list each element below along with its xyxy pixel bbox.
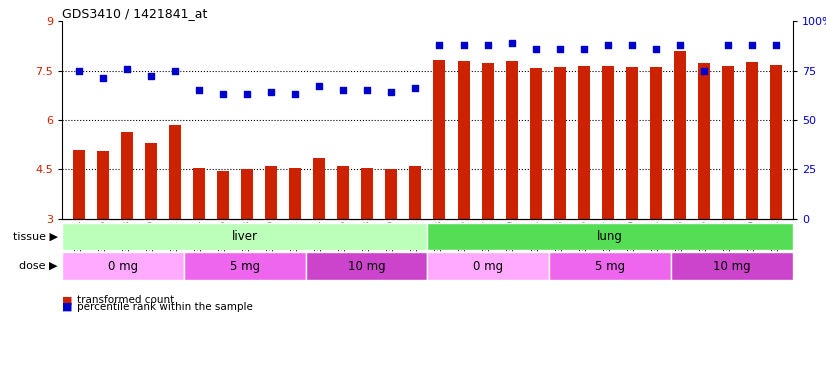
Point — [770, 42, 783, 48]
Text: dose ▶: dose ▶ — [19, 261, 58, 271]
Bar — [722, 66, 734, 219]
Text: GDS3410 / 1421841_at: GDS3410 / 1421841_at — [62, 7, 207, 20]
Bar — [506, 61, 518, 219]
Bar — [674, 51, 686, 219]
Bar — [62, 223, 428, 250]
Bar — [428, 252, 549, 280]
Bar — [121, 132, 133, 219]
Bar — [306, 252, 428, 280]
Point — [553, 46, 567, 52]
Bar — [746, 62, 758, 219]
Point — [625, 42, 638, 48]
Point — [337, 87, 350, 93]
Text: 10 mg: 10 mg — [348, 260, 386, 273]
Bar — [97, 151, 109, 219]
Bar — [217, 171, 229, 219]
Point — [385, 89, 398, 95]
Bar — [145, 143, 157, 219]
Point — [577, 46, 591, 52]
Point — [481, 42, 494, 48]
Bar — [458, 61, 469, 219]
Point — [240, 91, 254, 98]
Point — [649, 46, 662, 52]
Bar — [337, 166, 349, 219]
Text: 5 mg: 5 mg — [230, 260, 259, 273]
Point — [96, 75, 109, 81]
Point — [409, 85, 422, 91]
Bar — [671, 252, 793, 280]
Point — [145, 73, 158, 79]
Text: 0 mg: 0 mg — [473, 260, 503, 273]
Text: 5 mg: 5 mg — [596, 260, 625, 273]
Point — [72, 68, 85, 74]
Point — [457, 42, 470, 48]
Bar — [434, 60, 445, 219]
Point — [505, 40, 518, 46]
Point — [312, 83, 325, 89]
Bar — [289, 168, 301, 219]
Bar — [553, 66, 566, 219]
Point — [121, 66, 134, 72]
Point — [288, 91, 301, 98]
Bar — [169, 125, 181, 219]
Bar — [313, 158, 325, 219]
Bar — [529, 68, 542, 219]
Bar — [62, 252, 183, 280]
Point — [529, 46, 543, 52]
Bar — [241, 169, 253, 219]
Point — [673, 42, 686, 48]
Bar — [577, 66, 590, 219]
Bar — [602, 66, 614, 219]
Point — [192, 87, 206, 93]
Text: transformed count: transformed count — [77, 295, 174, 305]
Bar — [482, 63, 494, 219]
Point — [361, 87, 374, 93]
Point — [746, 42, 759, 48]
Bar — [698, 63, 710, 219]
Point — [601, 42, 615, 48]
Text: liver: liver — [232, 230, 258, 243]
Bar — [428, 223, 793, 250]
Point — [697, 68, 710, 74]
Text: tissue ▶: tissue ▶ — [13, 232, 58, 242]
Bar — [193, 168, 205, 219]
Point — [169, 68, 182, 74]
Text: 10 mg: 10 mg — [713, 260, 751, 273]
Text: percentile rank within the sample: percentile rank within the sample — [77, 302, 253, 312]
Point — [264, 89, 278, 95]
Bar — [770, 65, 782, 219]
Bar — [361, 168, 373, 219]
Text: lung: lung — [597, 230, 623, 243]
Text: 0 mg: 0 mg — [108, 260, 138, 273]
Point — [721, 42, 734, 48]
Point — [216, 91, 230, 98]
Text: ■: ■ — [62, 295, 73, 305]
Point — [433, 42, 446, 48]
Bar — [265, 166, 278, 219]
Bar — [183, 252, 306, 280]
Bar — [386, 169, 397, 219]
Text: ■: ■ — [62, 302, 73, 312]
Bar — [549, 252, 671, 280]
Bar — [73, 150, 85, 219]
Bar — [626, 66, 638, 219]
Bar — [650, 67, 662, 219]
Bar — [410, 166, 421, 219]
